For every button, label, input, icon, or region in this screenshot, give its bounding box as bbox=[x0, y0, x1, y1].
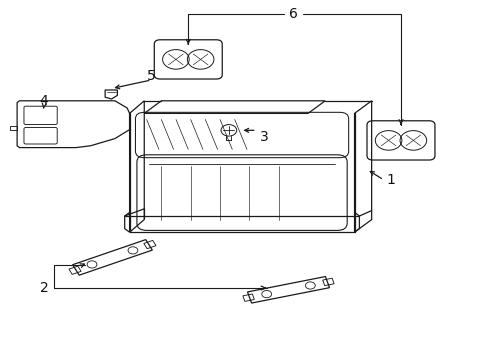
Text: 3: 3 bbox=[259, 130, 268, 144]
Text: 2: 2 bbox=[40, 281, 48, 295]
Text: 6: 6 bbox=[288, 8, 297, 21]
Text: 4: 4 bbox=[40, 94, 48, 108]
Text: 1: 1 bbox=[386, 173, 395, 187]
Text: 5: 5 bbox=[147, 69, 156, 82]
